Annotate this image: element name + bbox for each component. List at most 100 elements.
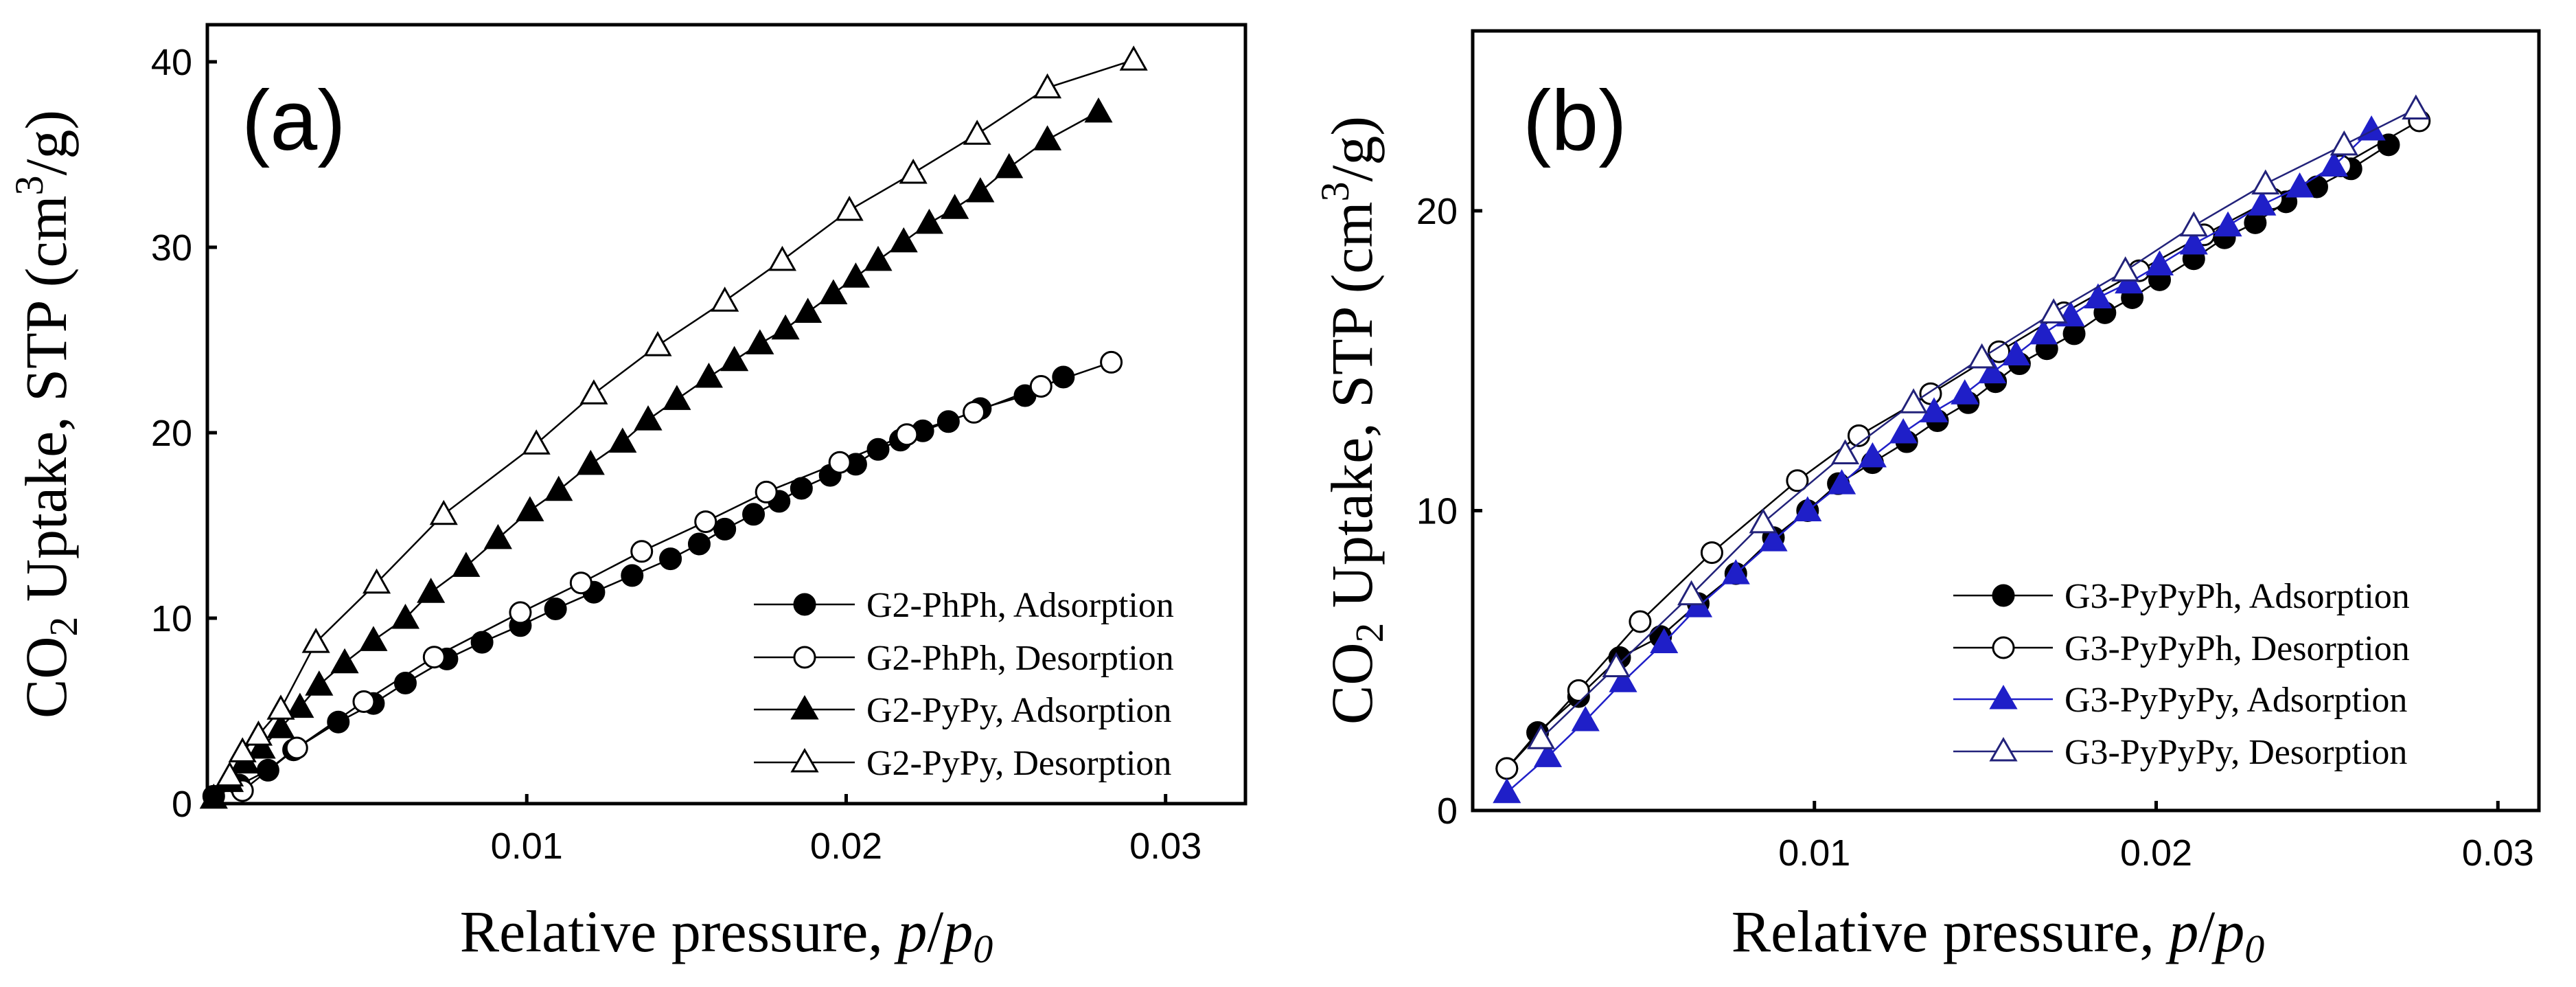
data-point xyxy=(1084,97,1113,123)
legend-a-marker-0 xyxy=(793,593,816,616)
panel-b: 0.01 0.02 0.03 0 10 20 (b) G3-PyPyPh, Adsorpt… xyxy=(1313,29,2541,971)
data-point xyxy=(2330,130,2358,156)
data-point xyxy=(966,177,995,203)
data-point xyxy=(1968,343,1997,369)
data-point xyxy=(694,510,717,534)
panel-a-x-tick-label: 0.01 xyxy=(491,826,563,867)
data-point xyxy=(1493,778,1521,804)
data-point xyxy=(2179,229,2208,255)
data-point xyxy=(915,208,943,234)
data-point xyxy=(1033,125,1062,150)
panel-b-legend: G3-PyPyPh, Adsorption G3-PyPyPh, Desorpt… xyxy=(1953,577,2410,772)
data-point xyxy=(1830,439,1860,465)
legend-b-marker-3 xyxy=(1989,737,2018,762)
panel-b-series-1-line xyxy=(1506,120,2420,769)
data-point xyxy=(608,427,637,453)
data-point xyxy=(1567,679,1590,702)
panel-a-y-tick-label: 0 xyxy=(172,784,192,825)
data-point xyxy=(1899,388,1928,413)
data-point xyxy=(2062,322,2086,345)
legend-a-text-1: G2-PhPh, Desorption xyxy=(866,639,1174,678)
data-point xyxy=(755,480,778,503)
data-point xyxy=(2213,211,2242,237)
data-point xyxy=(1609,667,1637,692)
panel-b-y-tick-label: 20 xyxy=(1416,191,1458,232)
data-point xyxy=(771,314,800,340)
data-point xyxy=(687,532,711,556)
data-point xyxy=(1828,469,1856,495)
panel-b-x-tick-label: 0.02 xyxy=(2120,832,2192,874)
data-point xyxy=(286,692,314,718)
data-point xyxy=(429,499,458,525)
data-point xyxy=(301,628,330,653)
data-point xyxy=(1749,508,1778,534)
data-point xyxy=(363,568,391,594)
data-point xyxy=(841,262,870,288)
data-point xyxy=(266,694,295,720)
panel-b-y-tick-label: 0 xyxy=(1437,791,1458,832)
panel-b-label: (b) xyxy=(1523,73,1627,168)
legend-a-text-2: G2-PyPy, Adsorption xyxy=(866,691,1171,730)
data-point xyxy=(2039,298,2068,324)
panel-a-y-tick-label: 40 xyxy=(151,42,192,83)
panel-b-y-tick-label: 10 xyxy=(1416,490,1458,532)
data-point xyxy=(630,540,654,563)
data-point xyxy=(1889,418,1918,444)
panel-b-series-2 xyxy=(1493,115,2386,804)
panel-a-series-2 xyxy=(199,97,1113,809)
data-point xyxy=(1533,742,1563,767)
data-point xyxy=(963,120,991,145)
data-point xyxy=(216,761,244,786)
data-point xyxy=(899,158,928,184)
data-point xyxy=(1700,541,1723,565)
data-point xyxy=(663,385,691,410)
data-point xyxy=(359,626,388,651)
data-point xyxy=(694,362,723,388)
panel-b-plot-area xyxy=(1493,94,2431,804)
data-point xyxy=(244,721,273,746)
legend-b-text-1: G3-PyPyPh, Desorption xyxy=(2065,629,2410,668)
data-point xyxy=(266,713,295,738)
data-point xyxy=(544,475,573,501)
legend-a-marker-1 xyxy=(793,646,816,669)
panel-b-x-tick-label: 0.03 xyxy=(2462,832,2534,874)
data-point xyxy=(742,503,766,526)
panel-a-legend: G2-PhPh, Adsorption G2-PhPh, Desorption … xyxy=(754,586,1174,783)
data-point xyxy=(1526,724,1556,749)
data-point xyxy=(621,564,644,587)
data-point xyxy=(569,571,593,595)
data-point xyxy=(828,451,851,474)
data-point xyxy=(1677,580,1706,606)
panel-a-y-axis-title: CO2 Uptake, STP (cm3/g) xyxy=(7,110,86,718)
panel-a-series-1-line xyxy=(242,361,1112,792)
panel-a-label: (a) xyxy=(242,73,346,168)
legend-b-marker-0 xyxy=(1992,584,2015,607)
data-point xyxy=(2286,172,2314,198)
data-point xyxy=(1951,379,1979,405)
data-point xyxy=(522,429,551,455)
data-point xyxy=(352,690,376,713)
data-point xyxy=(452,552,481,577)
data-point xyxy=(576,449,605,475)
data-point xyxy=(1119,45,1148,71)
legend-b-text-3: G3-PyPyPy, Desorption xyxy=(2065,733,2407,772)
legend-b-text-0: G3-PyPyPh, Adsorption xyxy=(2065,577,2410,616)
data-point xyxy=(643,331,672,356)
data-point xyxy=(1602,652,1631,677)
data-point xyxy=(720,345,749,372)
data-point xyxy=(889,227,918,253)
panel-b-series-3 xyxy=(1526,94,2430,749)
data-point xyxy=(579,379,608,405)
legend-b-marker-1 xyxy=(1992,636,2015,659)
panel-b-series-0-line xyxy=(1506,144,2389,769)
data-point xyxy=(1052,365,1075,389)
data-point xyxy=(2402,94,2430,120)
data-point xyxy=(391,603,420,629)
data-point xyxy=(1571,705,1600,731)
legend-b-marker-2 xyxy=(1989,685,2018,710)
panel-b-y-axis-title: CO2 Uptake, STP (cm3/g) xyxy=(1313,116,1392,725)
data-point xyxy=(2319,151,2348,177)
data-point xyxy=(2084,283,2113,309)
data-point xyxy=(470,631,494,654)
panel-a-x-tick-label: 0.03 xyxy=(1129,826,1201,867)
